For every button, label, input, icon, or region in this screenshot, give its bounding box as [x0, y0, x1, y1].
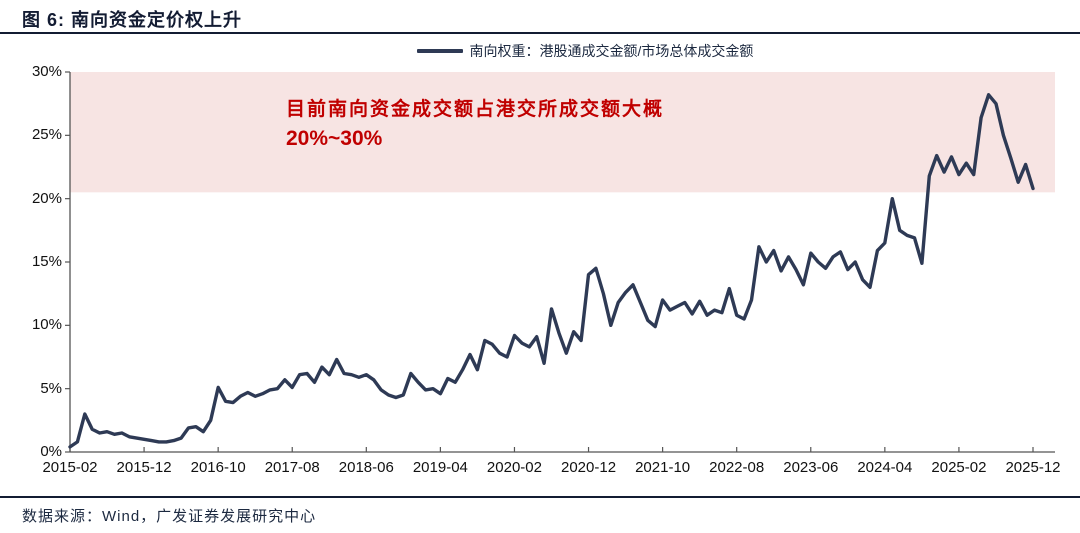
y-axis-ticks: [65, 71, 70, 453]
page-title: 图 6: 南向资金定价权上升: [22, 10, 243, 30]
x-axis-label: 2015-12: [116, 459, 172, 476]
x-axis-label: 2020-02: [486, 459, 542, 476]
legend-label: 南向权重：港股通成交金额/市场总体成交金额: [469, 43, 754, 59]
x-axis-label: 2020-12: [561, 459, 617, 476]
x-axis-label: 2025-12: [1005, 459, 1061, 476]
chart-annotation: 目前南向资金成交额占港交所成交额大概 20%~30%: [286, 96, 664, 154]
y-axis-label: 20%: [31, 189, 62, 207]
x-axis-label: 2023-06: [783, 459, 839, 476]
chart-legend: 南向权重：港股通成交金额/市场总体成交金额: [45, 41, 1080, 61]
y-axis-label: 25%: [31, 126, 62, 144]
bottom-divider: [0, 496, 1080, 498]
y-axis-label: 15%: [31, 253, 62, 270]
y-axis-label: 10%: [31, 316, 62, 334]
annotation-line-1: 目前南向资金成交额占港交所成交额大概: [286, 99, 665, 120]
highlight-band: [70, 72, 1055, 193]
x-axis-label: 2024-04: [857, 459, 913, 476]
y-axis-label: 0%: [40, 443, 62, 460]
x-axis-label: 2021-10: [635, 459, 691, 476]
x-axis-label: 2015-02: [42, 459, 98, 476]
series-line: [68, 93, 1035, 449]
y-axis-label: 30%: [31, 63, 62, 80]
legend-line-marker-icon: [416, 49, 463, 53]
x-axis-label: 2017-08: [264, 459, 320, 476]
x-axis-label: 2018-06: [338, 459, 394, 476]
x-axis-label: 2019-04: [412, 459, 468, 476]
annotation-line-2: 20%~30%: [286, 126, 383, 150]
x-axis-label: 2025-02: [931, 459, 987, 476]
x-axis-label: 2022-08: [709, 459, 765, 476]
top-divider: [0, 32, 1080, 34]
y-axis-label: 5%: [40, 379, 62, 397]
x-axis-ticks: [69, 447, 1034, 452]
x-axis-label: 2016-10: [190, 459, 246, 476]
data-source-note: 数据来源：Wind，广发证券发展研究中心: [22, 508, 317, 525]
